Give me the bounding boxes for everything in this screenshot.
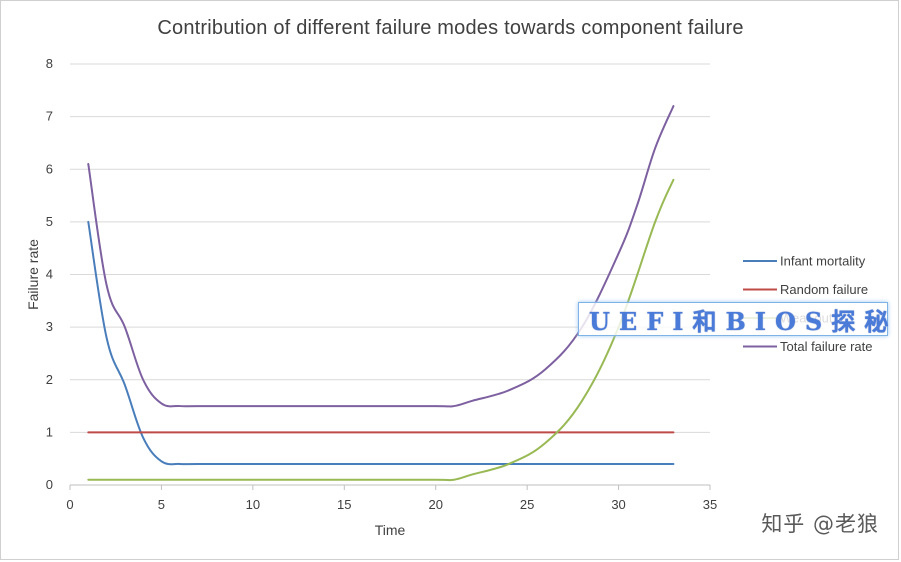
axis-layer: 0 1 2 3 4 5 6 7 8 0 5 10 15 20 25 30 35 bbox=[46, 56, 717, 512]
chart-title: Contribution of different failure modes … bbox=[157, 17, 744, 39]
y-axis-label: Failure rate bbox=[25, 239, 41, 310]
series-line-infant-mortality bbox=[87, 220, 675, 466]
x-axis-label: Time bbox=[375, 522, 406, 538]
y-tick-label: 7 bbox=[46, 109, 53, 124]
y-tick-label: 3 bbox=[46, 319, 53, 334]
y-tick-label: 5 bbox=[46, 214, 53, 229]
legend-label-total-failure-rate: Total failure rate bbox=[780, 339, 873, 354]
x-tick-label: 35 bbox=[703, 497, 717, 512]
y-tick-label: 2 bbox=[46, 372, 53, 387]
x-tick-label: 15 bbox=[337, 497, 351, 512]
legend-label-infant-mortality: Infant mortality bbox=[780, 254, 866, 269]
watermark-text: UEFI和BIOS探秘 bbox=[589, 306, 898, 336]
watermark-banner: UEFI和BIOS探秘 bbox=[578, 302, 888, 336]
series-line-total-failure-rate bbox=[87, 105, 675, 408]
y-tick-label: 8 bbox=[46, 56, 53, 71]
series-layer bbox=[87, 105, 675, 482]
x-tick-label: 20 bbox=[428, 497, 442, 512]
x-tick-label: 0 bbox=[66, 497, 73, 512]
x-tick-label: 25 bbox=[520, 497, 534, 512]
y-tick-label: 6 bbox=[46, 161, 53, 176]
y-tick-label: 1 bbox=[46, 424, 53, 439]
y-tick-label: 4 bbox=[46, 267, 53, 282]
y-tick-label: 0 bbox=[46, 477, 53, 492]
x-tick-label: 5 bbox=[158, 497, 165, 512]
legend-label-random-failure: Random failure bbox=[780, 282, 868, 297]
corner-watermark: 知乎 @老狼 bbox=[761, 512, 879, 536]
x-tick-label: 10 bbox=[246, 497, 260, 512]
x-tick-label: 30 bbox=[611, 497, 625, 512]
grid-layer bbox=[70, 63, 710, 433]
